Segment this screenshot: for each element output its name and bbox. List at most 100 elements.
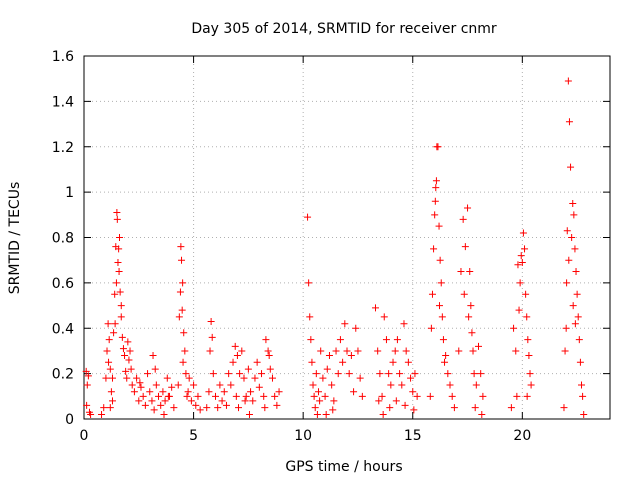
data-point	[393, 336, 401, 344]
x-axis-label: GPS time / hours	[285, 459, 402, 475]
data-point	[438, 313, 446, 321]
data-point	[469, 347, 477, 355]
data-point	[570, 211, 578, 219]
data-point	[103, 347, 111, 355]
data-point	[112, 279, 120, 287]
data-point	[386, 404, 394, 412]
data-point	[345, 370, 353, 378]
data-point	[229, 358, 237, 366]
data-point	[163, 374, 171, 382]
data-point	[241, 397, 249, 405]
data-point	[214, 404, 222, 412]
data-point	[139, 392, 147, 400]
data-point	[264, 347, 272, 355]
data-point	[571, 245, 579, 253]
data-point	[468, 329, 476, 337]
data-point	[461, 243, 469, 251]
y-tick-label: 0.4	[52, 321, 74, 337]
data-point	[569, 302, 577, 310]
data-point	[576, 358, 584, 366]
data-point	[233, 351, 241, 359]
data-point	[164, 392, 172, 400]
data-point	[515, 306, 523, 314]
data-point	[240, 374, 248, 382]
data-point	[396, 370, 404, 378]
data-point	[179, 358, 187, 366]
data-point	[426, 392, 434, 400]
data-point	[561, 347, 569, 355]
data-point	[472, 381, 480, 389]
data-point	[194, 392, 202, 400]
data-point	[113, 215, 121, 223]
y-tick-label: 0.8	[52, 231, 74, 247]
data-point	[567, 163, 575, 171]
x-tick-label: 0	[80, 428, 89, 444]
data-point	[126, 347, 134, 355]
data-point	[579, 392, 587, 400]
data-point	[321, 392, 329, 400]
data-point	[572, 268, 580, 276]
data-point	[563, 227, 571, 235]
data-point	[375, 397, 383, 405]
data-point	[170, 404, 178, 412]
x-tick-label: 20	[513, 428, 531, 444]
data-point	[137, 383, 145, 391]
data-point	[245, 410, 253, 418]
data-point	[411, 370, 419, 378]
data-point	[182, 370, 190, 378]
y-tick-label: 1	[65, 185, 74, 201]
data-point	[432, 184, 440, 192]
data-point	[573, 290, 581, 298]
data-point	[343, 347, 351, 355]
data-point	[113, 209, 121, 217]
data-point	[517, 252, 525, 260]
data-point	[235, 404, 243, 412]
data-point	[122, 367, 130, 375]
data-point	[144, 370, 152, 378]
data-point	[322, 410, 330, 418]
data-point	[255, 383, 263, 391]
data-point	[258, 370, 266, 378]
data-point	[325, 351, 333, 359]
data-point	[328, 381, 336, 389]
data-point	[305, 279, 313, 287]
data-point	[155, 392, 163, 400]
data-point	[409, 388, 417, 396]
chart-title: Day 305 of 2014, SRMTID for receiver cnm…	[191, 21, 497, 37]
data-point	[87, 410, 95, 418]
data-point	[391, 347, 399, 355]
data-point	[430, 245, 438, 253]
data-point	[457, 268, 465, 276]
data-point	[316, 397, 324, 405]
data-point	[107, 388, 115, 396]
data-point	[358, 392, 366, 400]
data-point	[460, 290, 468, 298]
data-point	[124, 338, 132, 346]
data-point	[512, 347, 520, 355]
data-point	[178, 256, 186, 264]
data-point	[205, 388, 213, 396]
data-point	[564, 77, 572, 85]
data-point	[146, 388, 154, 396]
data-point	[108, 397, 116, 405]
data-point	[516, 279, 524, 287]
data-point	[434, 143, 442, 151]
data-point	[428, 290, 436, 298]
data-point	[465, 313, 473, 321]
data-point	[148, 397, 156, 405]
data-point	[116, 234, 124, 241]
data-point	[524, 336, 532, 344]
data-point	[149, 351, 157, 359]
data-point	[332, 347, 340, 355]
data-point	[336, 336, 344, 344]
data-point	[431, 211, 439, 219]
data-point	[108, 374, 116, 382]
data-point	[470, 370, 478, 378]
data-point	[323, 365, 331, 373]
data-point	[475, 342, 482, 350]
data-point	[437, 279, 445, 287]
data-point	[244, 365, 252, 373]
data-point	[271, 392, 279, 400]
data-point	[196, 406, 204, 414]
data-point	[218, 397, 226, 405]
